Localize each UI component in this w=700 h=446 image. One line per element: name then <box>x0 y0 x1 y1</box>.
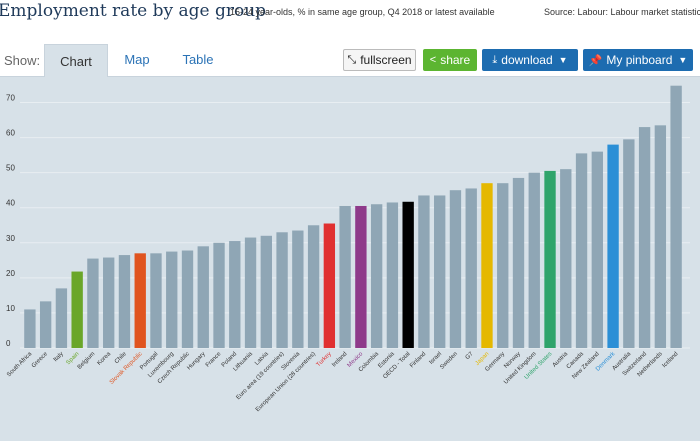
x-tick-label: Belgium <box>77 351 97 371</box>
x-tick-label: France <box>205 351 223 369</box>
x-tick-label: Sweden <box>439 351 459 371</box>
bar-oecd-total[interactable] <box>402 201 414 348</box>
x-tick-label: Korea <box>97 351 113 367</box>
bar-united-states[interactable] <box>544 170 556 348</box>
bar-greece[interactable] <box>39 301 52 348</box>
tab-map[interactable]: Map <box>124 52 150 67</box>
bar-euro-area-19-countries[interactable] <box>276 232 288 348</box>
bar-lithuania[interactable] <box>244 237 257 348</box>
bar-france[interactable] <box>213 242 225 348</box>
bar-new-zealand[interactable] <box>591 151 603 348</box>
bar-italy[interactable] <box>55 288 68 348</box>
toolbar <box>0 44 700 77</box>
x-tick-label: Finland <box>409 351 427 369</box>
bar-iceland[interactable] <box>670 85 682 348</box>
x-tick-label: Greece <box>31 351 50 370</box>
share-button[interactable]: < share <box>423 49 477 71</box>
bar-poland[interactable] <box>229 241 241 348</box>
pin-icon: 📌 <box>588 54 603 67</box>
x-tick-label: Iceland <box>662 351 680 369</box>
x-tick-label: Chile <box>114 351 128 365</box>
bar-latvia[interactable] <box>260 235 272 348</box>
bar-slovenia[interactable] <box>292 230 304 348</box>
fullscreen-button[interactable]: ⤡ fullscreen <box>343 49 416 71</box>
download-label: download <box>501 53 553 67</box>
download-button[interactable]: ⤓ download ▼ <box>482 49 578 71</box>
bar-czech-republic[interactable] <box>181 250 194 348</box>
bar-sweden[interactable] <box>449 190 462 348</box>
bar-canada[interactable] <box>575 153 588 348</box>
bar-south-africa[interactable] <box>24 309 36 348</box>
caret-down-icon: ▼ <box>678 55 688 65</box>
bar-united-kingdom[interactable] <box>528 172 540 348</box>
bar-australia[interactable] <box>623 139 635 348</box>
bar-korea[interactable] <box>103 257 115 348</box>
bar-european-union-28-countries[interactable] <box>307 225 320 348</box>
bar-switzerland[interactable] <box>638 127 651 348</box>
chart-panel: 0 10 20 30 40 50 60 70 South Africa Greece Italy Sp… <box>0 77 700 441</box>
bar-ireland[interactable] <box>339 205 351 348</box>
fullscreen-label: fullscreen <box>360 53 412 67</box>
bar-mexico[interactable] <box>355 205 367 348</box>
bar-austria[interactable] <box>560 169 572 348</box>
bar-portugal[interactable] <box>150 253 162 348</box>
tab-table[interactable]: Table <box>182 52 214 67</box>
bar-turkey[interactable] <box>323 223 336 348</box>
source-link[interactable]: Source: Labour: Labour market statistic <box>544 7 700 17</box>
bar-spain[interactable] <box>71 271 83 348</box>
bar-slovak-republic[interactable] <box>134 253 146 348</box>
y-tick-label: 20 <box>6 269 15 278</box>
y-tick-label: 10 <box>6 304 15 313</box>
y-tick-label: 50 <box>6 164 15 173</box>
caret-down-icon: ▼ <box>558 55 568 65</box>
bar-finland[interactable] <box>418 195 430 348</box>
share-label: share <box>440 53 471 67</box>
expand-icon: ⤡ <box>347 53 357 66</box>
page-title: Employment rate by age group <box>0 1 267 21</box>
bar-luxembourg[interactable] <box>166 251 178 348</box>
bar-estonia[interactable] <box>386 202 399 348</box>
x-tick-label: Ireland <box>331 351 348 368</box>
y-tick-label: 0 <box>6 339 11 348</box>
tab-chart[interactable]: Chart <box>44 44 108 77</box>
bar-norway[interactable] <box>512 177 525 348</box>
bar-hungary[interactable] <box>197 246 209 348</box>
x-tick-label: G7 <box>465 351 475 361</box>
y-tick-label: 30 <box>6 234 15 243</box>
download-icon: ⤓ <box>492 53 498 66</box>
share-icon: < <box>429 54 437 66</box>
header: Employment rate by age group 15-24 year-… <box>0 0 700 26</box>
bar-israel[interactable] <box>434 195 446 348</box>
bar-denmark[interactable] <box>607 144 619 348</box>
bar-belgium[interactable] <box>87 258 99 348</box>
x-tick-label: South Africa <box>6 351 34 379</box>
y-tick-label: 60 <box>6 129 15 138</box>
chart-subtitle: 15-24 year-olds, % in same age group, Q4… <box>230 7 495 17</box>
x-tick-label: Turkey <box>316 351 333 368</box>
bar-japan[interactable] <box>481 183 493 348</box>
show-label: Show: <box>4 53 41 68</box>
pinboard-label: My pinboard <box>606 53 673 67</box>
y-tick-label: 40 <box>6 199 15 208</box>
bar-g7[interactable] <box>465 188 477 348</box>
pinboard-button[interactable]: 📌 My pinboard ▼ <box>583 49 693 71</box>
bar-netherlands[interactable] <box>654 125 667 348</box>
bar-germany[interactable] <box>497 183 509 348</box>
y-tick-label: 70 <box>6 94 15 103</box>
bar-colombia[interactable] <box>370 204 383 348</box>
bar-chile[interactable] <box>118 255 131 348</box>
x-tick-label: Italy <box>53 351 65 363</box>
